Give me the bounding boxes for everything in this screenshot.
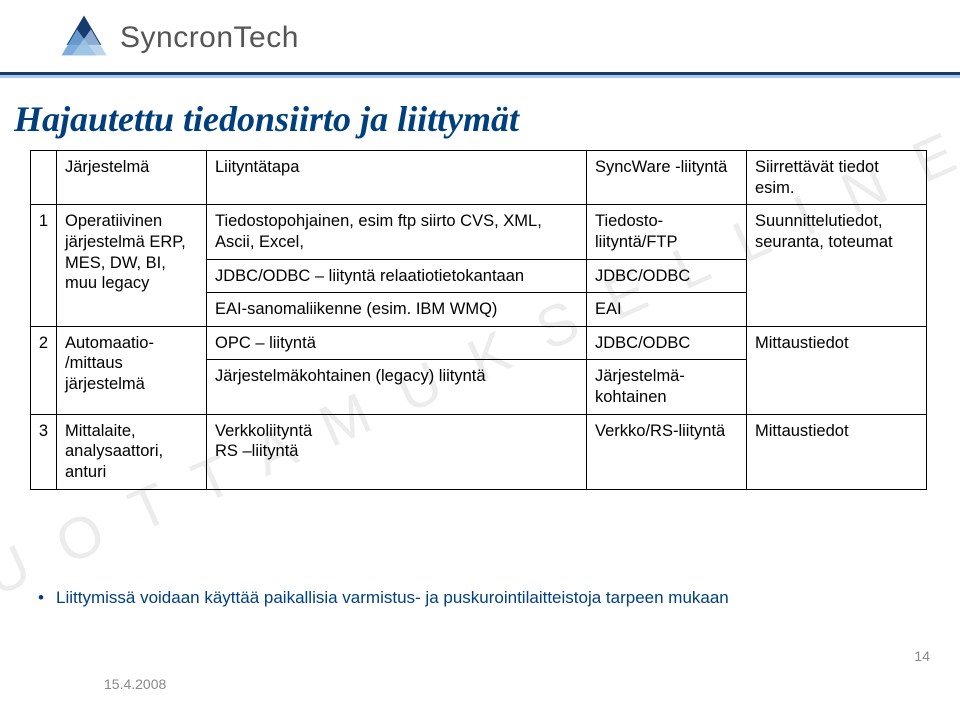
row-transferred: Mittaustiedot [747, 414, 927, 489]
row-system: Mittalaite, analysaattori, anturi [57, 414, 207, 489]
row-transferred: Mittaustiedot [747, 326, 927, 414]
method-cell: Verkkoliityntä RS –liityntä [207, 414, 587, 489]
row-syncware: JDBC/ODBC Järjestelmä-kohtainen [587, 326, 747, 414]
method-cell: Tiedostopohjainen, esim ftp siirto CVS, … [207, 205, 586, 259]
row-methods: OPC – liityntä Järjestelmäkohtainen (leg… [207, 326, 587, 414]
method-cell: JDBC/ODBC – liityntä relaatiotietokantaa… [207, 259, 586, 293]
sw-cell: Verkko/RS-liityntä [587, 414, 747, 489]
footer-page: 14 [914, 648, 930, 664]
sw-cell: Tiedosto-liityntä/FTP [587, 205, 746, 259]
row-syncware: Tiedosto-liityntä/FTP JDBC/ODBC EAI [587, 205, 747, 327]
footer-date: 15.4.2008 [104, 676, 166, 692]
method-cell: OPC – liityntä [207, 327, 586, 360]
table-header-row: Järjestelmä Liityntätapa SyncWare -liity… [31, 151, 927, 205]
row-num: 3 [31, 414, 57, 489]
table-row: 2 Automaatio- /mittaus järjestelmä OPC –… [31, 326, 927, 414]
brand-underline [0, 72, 960, 78]
main-table: Järjestelmä Liityntätapa SyncWare -liity… [30, 150, 926, 490]
header-num [31, 151, 57, 205]
row-system: Automaatio- /mittaus järjestelmä [57, 326, 207, 414]
row-methods: Tiedostopohjainen, esim ftp siirto CVS, … [207, 205, 587, 327]
sw-cell: JDBC/ODBC [587, 327, 746, 360]
header-syncware: SyncWare -liityntä [587, 151, 747, 205]
row-num: 1 [31, 205, 57, 327]
brand-name: SyncronTech [120, 21, 299, 55]
row-transferred: Suunnittelutiedot, seuranta, toteumat [747, 205, 927, 327]
brand-logo: SyncronTech [58, 12, 299, 64]
bullet-note: Liittymissä voidaan käyttää paikallisia … [56, 588, 896, 608]
header-system: Järjestelmä [57, 151, 207, 205]
row-system: Operatiivinen järjestelmä ERP, MES, DW, … [57, 205, 207, 327]
method-cell: EAI-sanomaliikenne (esim. IBM WMQ) [207, 293, 586, 326]
table-row: 1 Operatiivinen järjestelmä ERP, MES, DW… [31, 205, 927, 327]
header-transferred: Siirrettävät tiedot esim. [747, 151, 927, 205]
sw-cell: JDBC/ODBC [587, 259, 746, 293]
logo-mark-icon [58, 12, 110, 64]
slide-title: Hajautettu tiedonsiirto ja liittymät [14, 98, 519, 140]
row-num: 2 [31, 326, 57, 414]
header-method: Liityntätapa [207, 151, 587, 205]
table-row: 3 Mittalaite, analysaattori, anturi Verk… [31, 414, 927, 489]
sw-cell: Järjestelmä-kohtainen [587, 360, 746, 414]
method-cell: Järjestelmäkohtainen (legacy) liityntä [207, 360, 586, 393]
sw-cell: EAI [587, 293, 746, 326]
